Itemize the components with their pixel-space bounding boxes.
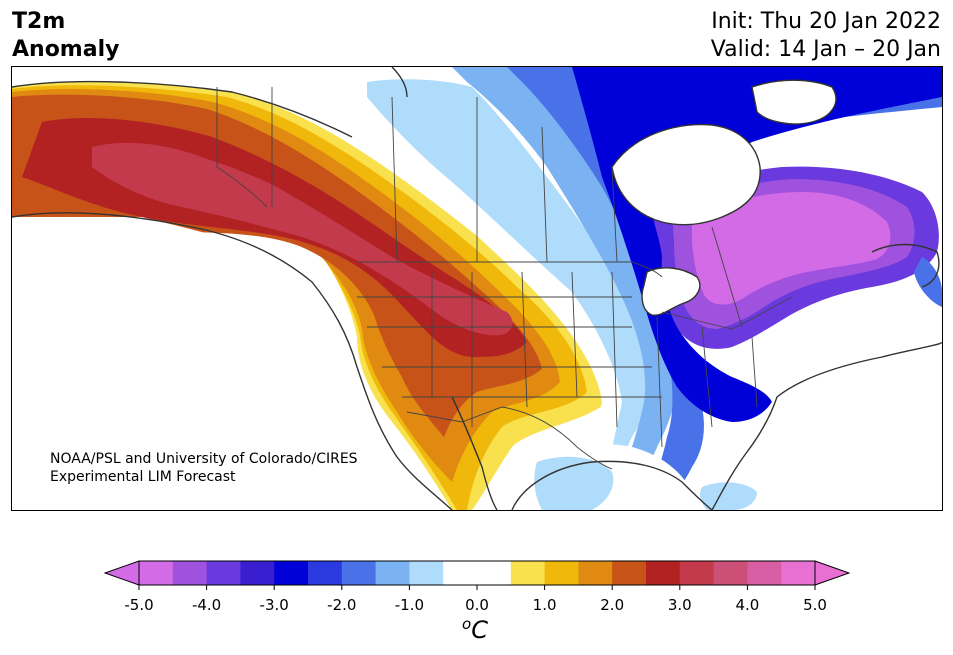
colorbar-segment [544, 561, 579, 585]
colorbar-tick-labels: -5.0 -4.0 -3.0 -2.0 -1.0 0.0 1.0 2.0 3.0 4.0 5.0 [0, 596, 953, 616]
colorbar-segment [240, 561, 275, 585]
atlantic-ocean [712, 347, 942, 510]
colorbar-segment [477, 561, 512, 585]
variable-subtitle: Anomaly [12, 37, 120, 62]
unit-celsius-letter: C [471, 616, 488, 644]
caribbean-anomaly-light-blue [699, 482, 757, 510]
colorbar-segment [206, 561, 241, 585]
colorbar-segment [443, 561, 478, 585]
gulf-anomaly-light-blue [534, 456, 614, 510]
colorbar-segment [510, 561, 546, 585]
colorbar [103, 560, 851, 590]
cool-anomaly-sky-blue [452, 67, 680, 497]
colorbar-segment [139, 561, 174, 585]
init-date: Init: Thu 20 Jan 2022 [711, 9, 941, 34]
anomaly-map: NOAA/PSL and University of Colorado/CIRE… [11, 66, 943, 511]
colorbar-segment [341, 561, 377, 585]
colorbar-max-extension [815, 561, 849, 585]
cool-anomaly-light-blue [367, 79, 651, 510]
variable-name: T2m [12, 9, 66, 34]
map-svg [12, 67, 942, 510]
colorbar-min-extension [105, 561, 139, 585]
colorbar-tick-label: 4.0 [735, 596, 760, 614]
unit-degree-symbol: o [462, 615, 472, 633]
colorbar-segment [612, 561, 647, 585]
colorbar-max-outline [814, 560, 851, 586]
colorbar-tick-label: -2.0 [327, 596, 357, 614]
colorbar-tick-label: -1.0 [394, 596, 425, 614]
colorbar-segment [646, 561, 681, 585]
colorbar-min-outline [103, 560, 140, 586]
political-borders [216, 87, 793, 470]
warm-anomaly-crimson [92, 142, 513, 336]
coastlines [12, 67, 942, 510]
colorbar-segment [172, 561, 208, 585]
colorbar-segment [409, 561, 444, 585]
colorbar-segment [713, 561, 748, 585]
hudson-bay [612, 124, 761, 225]
map-title: T2m Anomaly [12, 8, 119, 64]
forecast-dates: Init: Thu 20 Jan 2022 Valid: 14 Jan – 20… [711, 8, 941, 64]
colorbar-tick-label: -3.0 [259, 596, 289, 614]
cool-anomaly-magenta-core [692, 192, 891, 305]
colorbar-segment [679, 561, 715, 585]
colorbar-segment [578, 561, 613, 585]
atlantic-anomaly-blue [914, 257, 942, 307]
colorbar-segment [308, 561, 343, 585]
credit-text: NOAA/PSL and University of Colorado/CIRE… [50, 450, 358, 486]
credit-line-2: Experimental LIM Forecast [50, 469, 236, 485]
colorbar-ticks [138, 585, 816, 590]
colorbar-segment [781, 561, 816, 585]
colorbar-tick-label: 2.0 [600, 596, 625, 614]
colorbar-tick-label: -5.0 [124, 596, 154, 614]
colorbar-segments [139, 561, 816, 585]
colorbar-tick-label: 1.0 [532, 596, 557, 614]
pacific-ocean [12, 217, 432, 510]
colorbar-segment [274, 561, 309, 585]
colorbar-segment [747, 561, 782, 585]
great-lakes [642, 267, 700, 316]
colorbar-tick-label: -4.0 [191, 596, 222, 614]
colorbar-unit: oC [462, 615, 488, 644]
colorbar-tick-label: 0.0 [465, 596, 489, 614]
colorbar-tick-label: 3.0 [667, 596, 692, 614]
valid-range: Valid: 14 Jan – 20 Jan [710, 37, 941, 62]
baffin-region [752, 80, 836, 124]
credit-line-1: NOAA/PSL and University of Colorado/CIRE… [50, 451, 358, 467]
colorbar-tick-label: 5.0 [803, 596, 827, 614]
colorbar-segment [375, 561, 410, 585]
